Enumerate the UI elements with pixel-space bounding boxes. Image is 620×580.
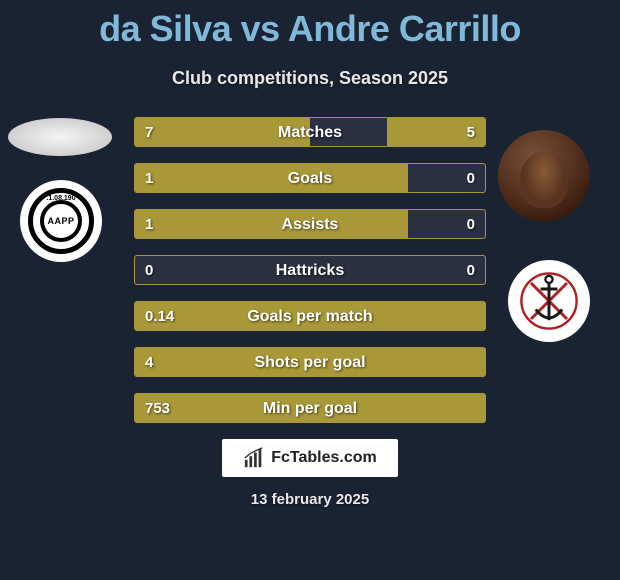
stat-label: Hattricks [135,256,485,284]
watermark-text: FcTables.com [271,449,377,467]
stat-row: 4Shots per goal [134,347,486,377]
comparison-title: da Silva vs Andre Carrillo [0,0,620,50]
stat-value-right: 0 [467,164,475,192]
date-text: 13 february 2025 [0,491,620,508]
stat-row: 753Min per goal [134,393,486,423]
stat-label: Assists [135,210,485,238]
player-right-avatar [498,130,590,222]
club-left-arc-text: .1.08.190 [46,195,75,202]
stat-label: Goals per match [135,302,485,330]
anchor-crest-icon [519,271,579,331]
stat-label: Min per goal [135,394,485,422]
subtitle: Club competitions, Season 2025 [0,68,620,89]
watermark: FcTables.com [222,439,398,477]
chart-icon [243,447,265,469]
stat-row: 1Goals0 [134,163,486,193]
club-left-text: AAPP [47,216,74,226]
club-left-badge: .1.08.190 AAPP [20,180,102,262]
stat-label: Matches [135,118,485,146]
stat-row: 1Assists0 [134,209,486,239]
stat-value-right: 0 [467,210,475,238]
stat-label: Shots per goal [135,348,485,376]
stat-label: Goals [135,164,485,192]
club-right-badge [508,260,590,342]
stat-row: 7Matches5 [134,117,486,147]
stat-row: 0Hattricks0 [134,255,486,285]
stat-row: 0.14Goals per match [134,301,486,331]
stats-container: 7Matches51Goals01Assists00Hattricks00.14… [134,117,486,423]
stat-value-right: 0 [467,256,475,284]
stat-value-right: 5 [467,118,475,146]
player-left-avatar [8,118,112,156]
